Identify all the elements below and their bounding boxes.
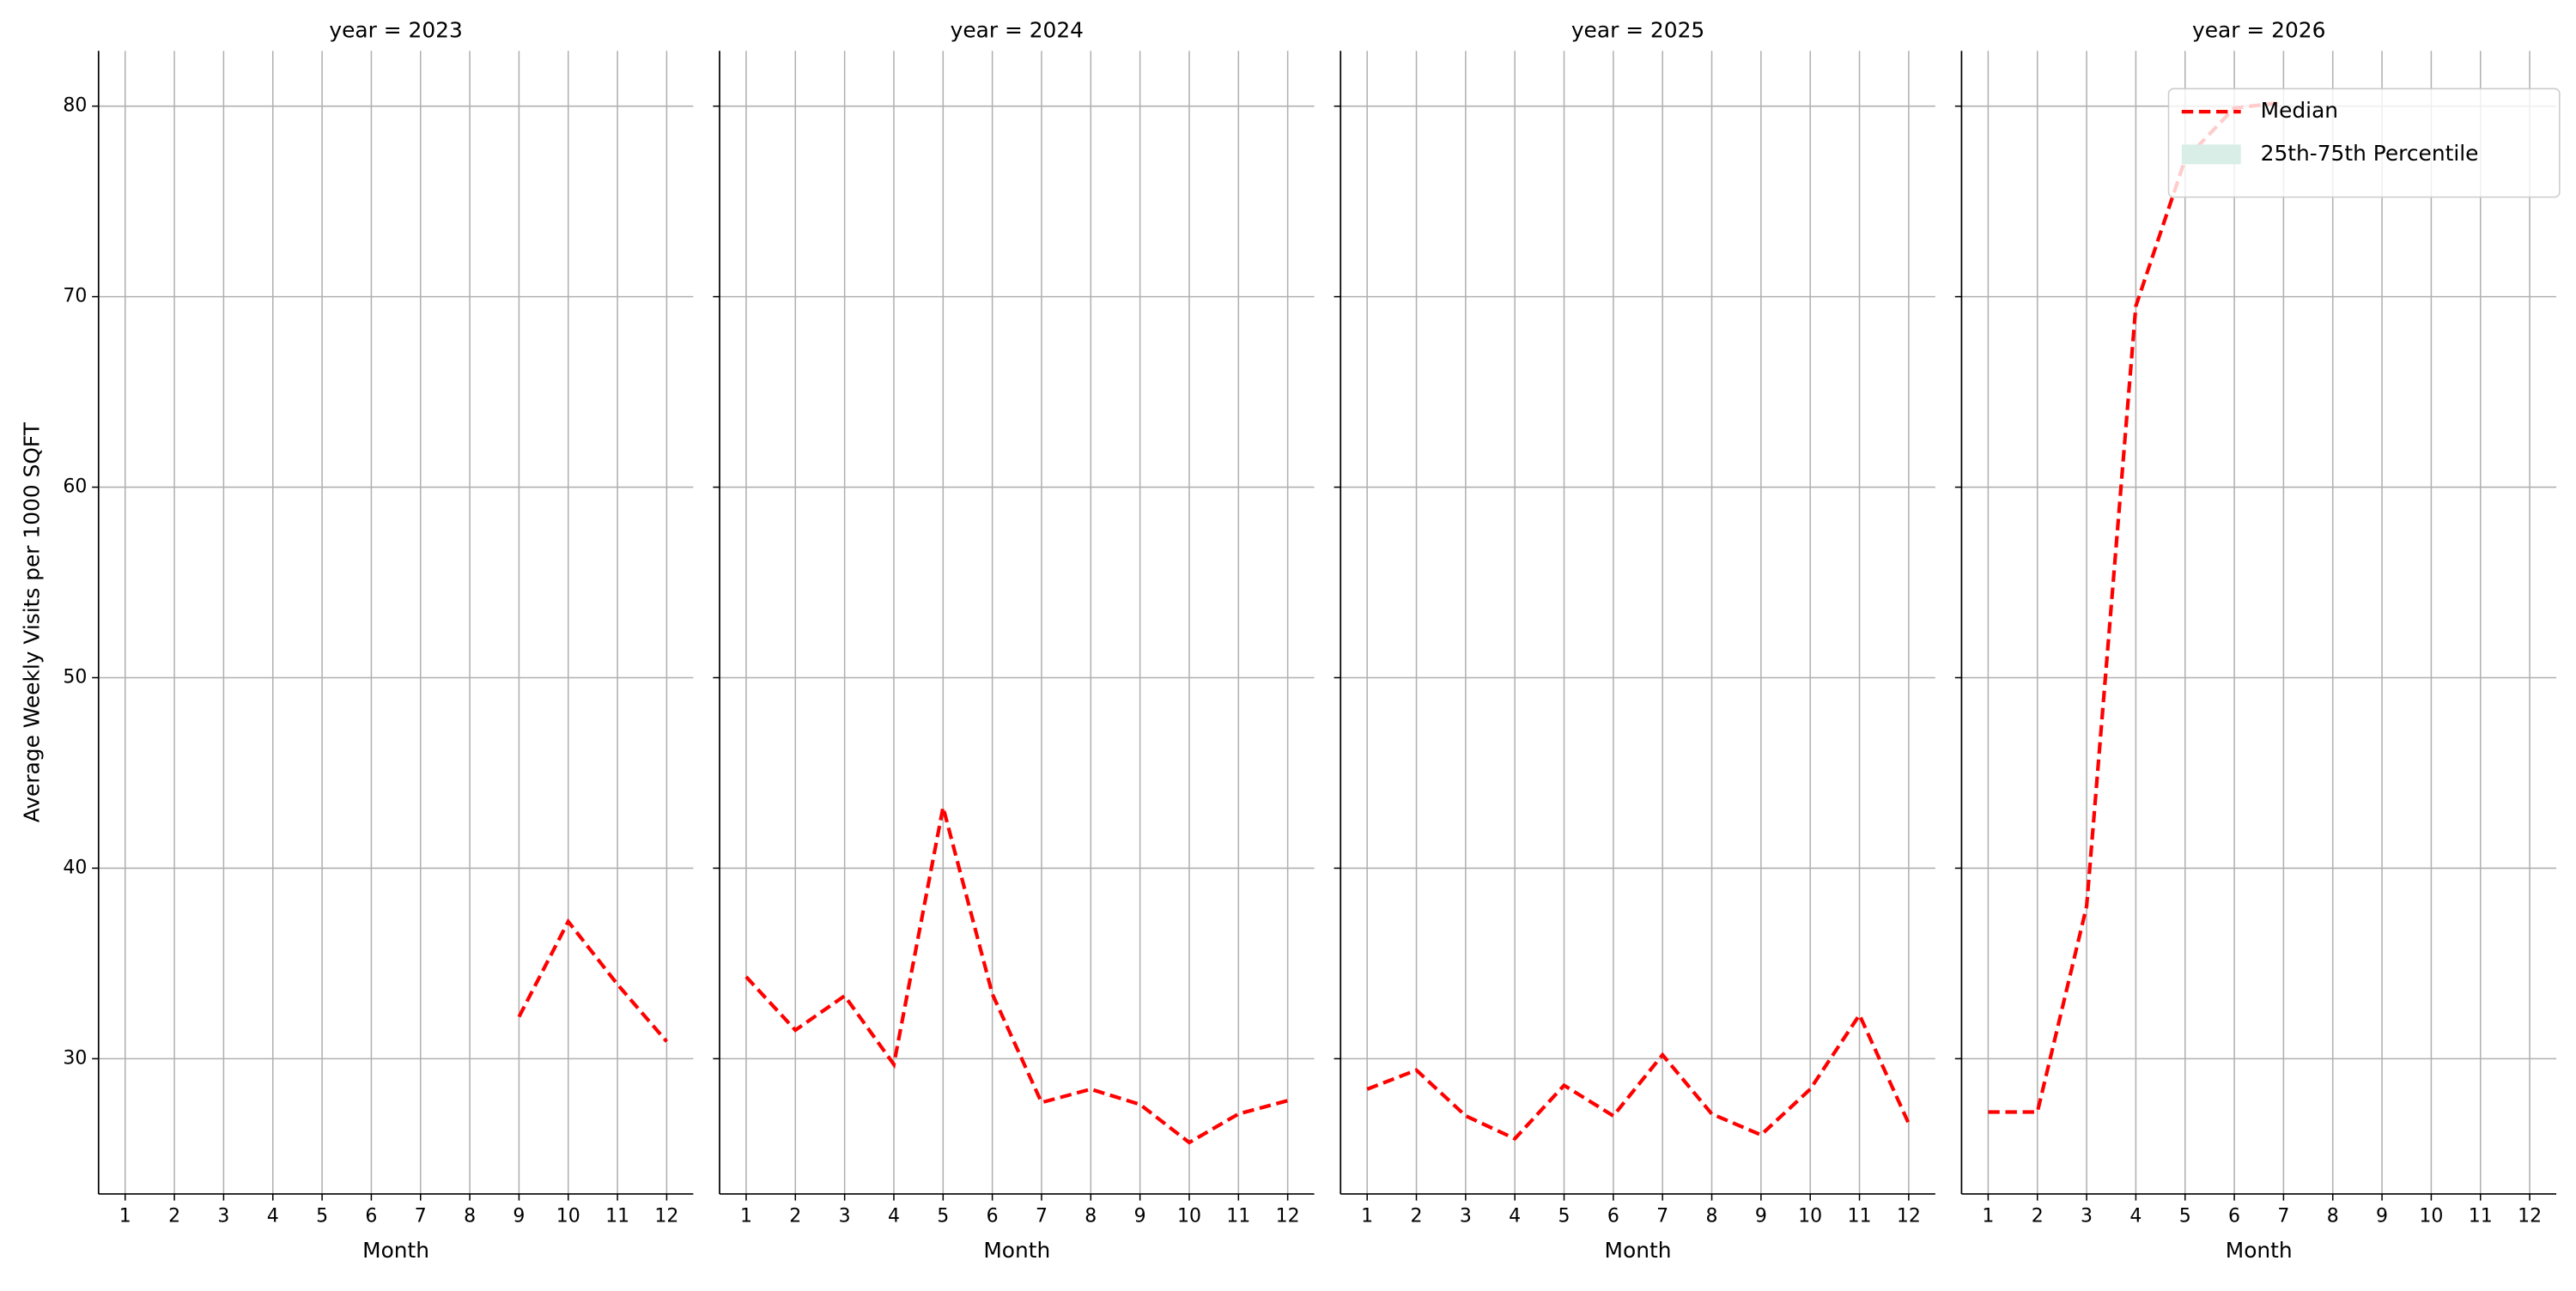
median-line bbox=[1366, 1010, 1911, 1142]
x-tick-label: 2 bbox=[789, 1206, 801, 1227]
x-tick-label: 1 bbox=[1361, 1206, 1373, 1227]
x-tick-label: 7 bbox=[415, 1206, 427, 1227]
x-tick-label: 11 bbox=[1226, 1206, 1250, 1227]
x-tick-label: 9 bbox=[1755, 1206, 1767, 1227]
x-tick-label: 6 bbox=[1607, 1206, 1619, 1227]
x-tick-label: 6 bbox=[365, 1206, 377, 1227]
panel-title: year = 2024 bbox=[951, 17, 1084, 42]
y-tick-label: 40 bbox=[63, 857, 87, 878]
legend: Median 25th-75th Percentile bbox=[2167, 88, 2561, 198]
x-tick-label: 7 bbox=[2277, 1206, 2289, 1227]
x-tick-label: 12 bbox=[1897, 1206, 1921, 1227]
x-axis-label: Month bbox=[1605, 1238, 1672, 1263]
x-tick-label: 8 bbox=[2327, 1206, 2339, 1227]
panel-title: year = 2023 bbox=[329, 17, 462, 42]
x-tick-label: 4 bbox=[2129, 1206, 2142, 1227]
x-tick-label: 6 bbox=[987, 1206, 999, 1227]
x-tick-label: 11 bbox=[2469, 1206, 2493, 1227]
x-tick-label: 9 bbox=[513, 1206, 525, 1227]
x-tick-label: 9 bbox=[1134, 1206, 1146, 1227]
x-axis-label: Month bbox=[362, 1238, 429, 1263]
x-tick-label: 1 bbox=[1982, 1206, 1994, 1227]
y-tick-label: 30 bbox=[63, 1047, 87, 1069]
x-tick-label: 9 bbox=[2376, 1206, 2388, 1227]
legend-swatch bbox=[2181, 144, 2241, 165]
x-tick-label: 8 bbox=[1084, 1206, 1097, 1227]
y-tick-label: 80 bbox=[63, 95, 87, 117]
legend-label: Median bbox=[2261, 98, 2338, 123]
x-tick-label: 3 bbox=[217, 1206, 229, 1227]
x-tick-label: 2 bbox=[2032, 1206, 2044, 1227]
x-tick-label: 7 bbox=[1656, 1206, 1668, 1227]
x-tick-label: 12 bbox=[2518, 1206, 2542, 1227]
x-axis-label: Month bbox=[2226, 1238, 2293, 1263]
x-tick-label: 5 bbox=[1558, 1206, 1571, 1227]
x-tick-label: 8 bbox=[1706, 1206, 1718, 1227]
x-tick-label: 2 bbox=[168, 1206, 180, 1227]
median-line bbox=[744, 806, 1289, 1145]
x-tick-label: 5 bbox=[2179, 1206, 2191, 1227]
legend-label: 25th-75th Percentile bbox=[2261, 141, 2479, 166]
median-line bbox=[517, 918, 669, 1043]
x-tick-label: 3 bbox=[839, 1206, 851, 1227]
panel-title: year = 2025 bbox=[1571, 17, 1704, 42]
x-tick-label: 5 bbox=[316, 1206, 328, 1227]
x-tick-label: 3 bbox=[1460, 1206, 1472, 1227]
x-axis-label: Month bbox=[983, 1238, 1050, 1263]
x-tick-label: 10 bbox=[2419, 1206, 2443, 1227]
x-tick-label: 10 bbox=[556, 1206, 580, 1227]
x-tick-label: 1 bbox=[119, 1206, 131, 1227]
x-tick-label: 2 bbox=[1411, 1206, 1423, 1227]
x-tick-label: 10 bbox=[1798, 1206, 1822, 1227]
y-tick-label: 50 bbox=[63, 666, 87, 688]
y-axis-label: Average Weekly Visits per 1000 SQFT bbox=[19, 421, 44, 822]
x-tick-label: 4 bbox=[1509, 1206, 1521, 1227]
x-tick-label: 12 bbox=[654, 1206, 678, 1227]
y-tick-label: 70 bbox=[63, 286, 87, 307]
panel-title: year = 2026 bbox=[2192, 17, 2325, 42]
y-tick-label: 60 bbox=[63, 476, 87, 498]
x-tick-label: 8 bbox=[464, 1206, 476, 1227]
x-tick-label: 3 bbox=[2081, 1206, 2093, 1227]
x-tick-label: 6 bbox=[2228, 1206, 2240, 1227]
x-tick-label: 5 bbox=[937, 1206, 949, 1227]
x-tick-label: 7 bbox=[1036, 1206, 1048, 1227]
legend-frame bbox=[2167, 88, 2561, 198]
x-tick-label: 12 bbox=[1276, 1206, 1300, 1227]
x-tick-label: 10 bbox=[1177, 1206, 1201, 1227]
x-tick-label: 4 bbox=[267, 1206, 279, 1227]
x-tick-label: 11 bbox=[1848, 1206, 1872, 1227]
x-tick-label: 11 bbox=[605, 1206, 629, 1227]
x-tick-label: 4 bbox=[888, 1206, 900, 1227]
x-tick-label: 1 bbox=[740, 1206, 752, 1227]
